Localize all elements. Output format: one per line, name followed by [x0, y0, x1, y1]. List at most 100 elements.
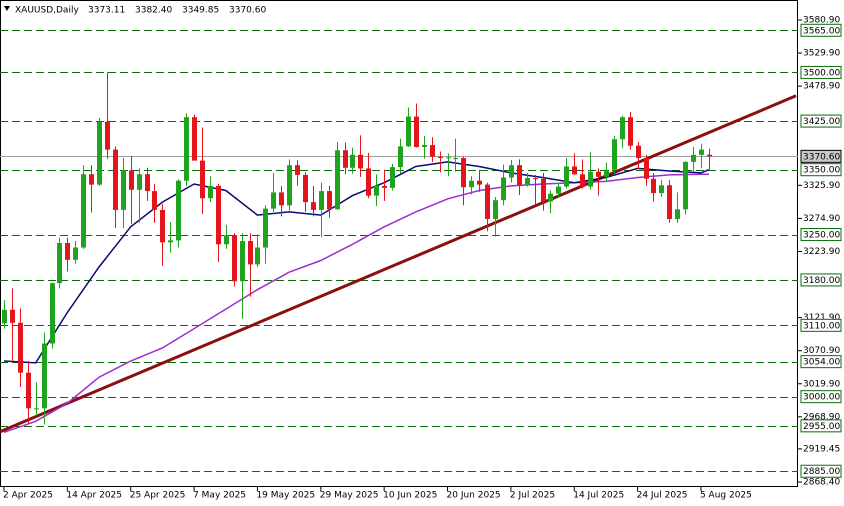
candle-body — [81, 174, 86, 248]
level-label: 3000.00 — [803, 393, 840, 403]
candle-body — [295, 165, 300, 175]
candle-body — [446, 157, 451, 159]
candle-body — [620, 117, 625, 140]
candle-body — [533, 178, 538, 180]
level-label-box — [800, 228, 842, 242]
level-label-box — [800, 273, 842, 287]
y-tick-label: 3325.90 — [803, 181, 840, 191]
level-label-box — [800, 23, 842, 37]
candle-body — [216, 185, 221, 245]
candle-body — [176, 180, 181, 241]
level-label: 3500.00 — [803, 68, 840, 78]
candle-body — [271, 192, 276, 209]
menu-arrow[interactable] — [4, 6, 10, 11]
candle-body — [97, 121, 102, 185]
candle-body — [430, 145, 435, 157]
x-tick-label: 2 Jul 2025 — [510, 491, 555, 501]
candle-body — [57, 242, 62, 284]
candle-body — [699, 149, 704, 155]
price-label: 3370.60 — [803, 152, 840, 162]
candle-body — [137, 174, 142, 190]
y-tick-label: 3580.90 — [803, 15, 840, 25]
y-tick-label: 2919.45 — [803, 444, 840, 454]
candle-body — [438, 156, 443, 159]
level-label-box — [800, 163, 842, 177]
y-tick-label: 2968.90 — [803, 412, 840, 422]
level-label: 3250.00 — [803, 231, 840, 241]
candle-body — [525, 178, 530, 186]
candle-body — [10, 309, 15, 323]
candle-body — [406, 116, 411, 147]
x-tick-label: 24 Jul 2025 — [637, 491, 688, 501]
candle-body — [113, 149, 118, 210]
candle-body — [541, 178, 546, 202]
candle-body — [382, 185, 387, 188]
candle-body — [477, 180, 482, 185]
candle-body — [168, 240, 173, 243]
candle-body — [263, 208, 268, 248]
candle-body — [65, 242, 70, 260]
candle-body — [691, 154, 696, 162]
candle-body — [588, 171, 593, 187]
candle-body — [707, 154, 712, 157]
candle-body — [469, 180, 474, 188]
candle-body — [319, 191, 324, 210]
candle-body — [644, 158, 649, 179]
level-label: 2955.00 — [803, 422, 840, 432]
x-tick-label: 14 Apr 2025 — [66, 491, 122, 501]
level-label-box — [800, 355, 842, 369]
candle-body — [390, 167, 395, 188]
ohlc-value: 3382.40 — [135, 6, 172, 16]
candle-body — [604, 169, 609, 177]
level-label: 2885.00 — [803, 467, 840, 477]
candle-body — [493, 200, 498, 219]
candle-body — [572, 166, 577, 175]
candle-body — [358, 154, 363, 169]
level-label-box — [800, 464, 842, 478]
level-label: 3180.00 — [803, 276, 840, 286]
moving-average — [3, 173, 709, 434]
candle-body — [517, 165, 522, 186]
candle-body — [248, 241, 253, 265]
y-tick-label: 3478.90 — [803, 82, 840, 92]
candle-body — [152, 191, 157, 210]
candle-body — [287, 165, 292, 206]
candle-body — [18, 322, 23, 373]
candle-body — [485, 184, 490, 219]
x-tick-label: 29 May 2025 — [320, 491, 379, 501]
x-tick-label: 2 Apr 2025 — [3, 491, 53, 501]
y-tick-label: 3223.90 — [803, 247, 840, 257]
level-label-box — [800, 114, 842, 128]
candle-body — [501, 177, 506, 201]
candle-body — [366, 168, 371, 196]
candle-body — [279, 192, 284, 206]
candle-body — [240, 241, 245, 282]
level-label: 3350.00 — [803, 166, 840, 176]
y-tick-label: 3529.90 — [803, 49, 840, 59]
y-tick-label: 3019.90 — [803, 379, 840, 389]
candle-body — [303, 174, 308, 203]
candle-body — [596, 171, 601, 177]
candle-body — [208, 185, 213, 199]
chart-title: XAUUSD,Daily — [15, 6, 79, 16]
candle-body — [422, 145, 427, 148]
candle-body — [659, 185, 664, 194]
level-label: 3110.00 — [803, 321, 840, 331]
candle-body — [224, 235, 229, 245]
level-label: 3425.00 — [803, 117, 840, 127]
ohlc-header: 3373.11 3382.40 3349.85 3370.60 — [88, 6, 266, 16]
x-tick-label: 25 Apr 2025 — [130, 491, 186, 501]
candle-body — [636, 145, 641, 159]
candle-body — [548, 193, 553, 202]
level-label-box — [800, 318, 842, 332]
ohlc-value: 3349.85 — [182, 6, 219, 16]
candle-body — [461, 158, 466, 188]
candle-body — [50, 283, 55, 344]
candle-body — [129, 170, 134, 190]
level-label-box — [800, 419, 842, 433]
candle-body — [121, 170, 126, 210]
candle-body — [192, 117, 197, 161]
x-tick-label: 5 Aug 2025 — [700, 491, 752, 501]
